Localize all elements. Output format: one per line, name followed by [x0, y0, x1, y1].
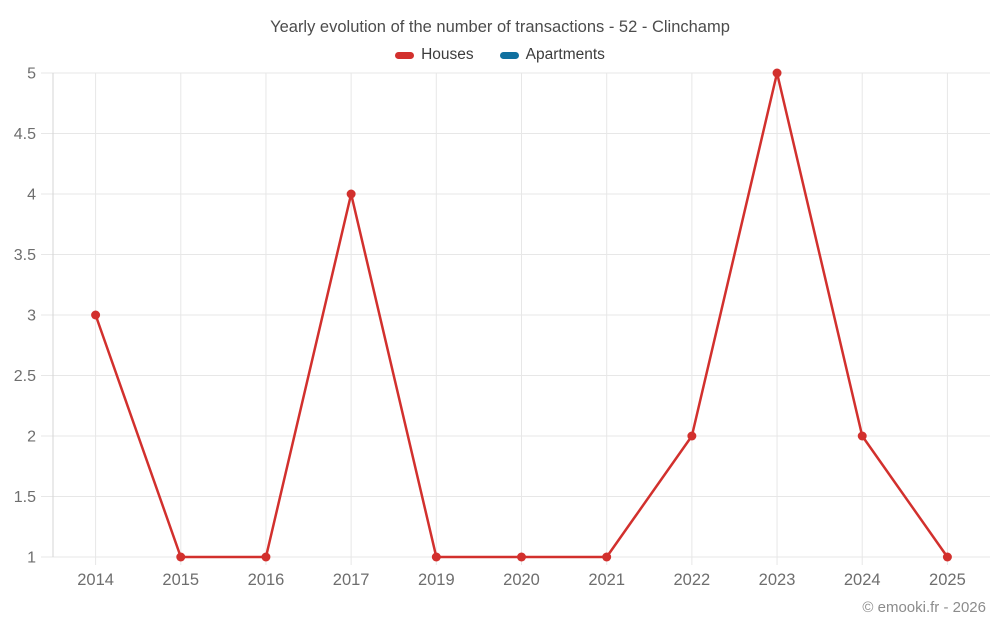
x-axis-tick-label: 2014: [77, 571, 114, 589]
houses-series-swatch-icon: [395, 51, 415, 59]
x-axis-tick-label: 2021: [588, 571, 625, 589]
y-axis-tick-label: 2: [27, 429, 36, 446]
data-point-houses-2022[interactable]: [687, 431, 697, 441]
y-axis-tick-label: 3.5: [14, 247, 36, 264]
data-point-houses-2020[interactable]: [517, 552, 526, 562]
legend-label-apartments: Apartments: [525, 46, 605, 63]
y-axis-tick-label: 5: [27, 66, 36, 83]
data-point-houses-2019[interactable]: [431, 552, 441, 562]
legend-label-houses: Houses: [421, 46, 474, 63]
y-axis-tick-label: 2.5: [14, 368, 36, 385]
legend: Houses Apartments: [0, 46, 1000, 64]
data-point-houses-2017[interactable]: [346, 189, 356, 199]
data-point-houses-2023[interactable]: [772, 68, 782, 78]
y-axis-tick-label: 4.5: [14, 126, 36, 143]
x-axis-tick-label: 2024: [844, 571, 881, 589]
chart-title: Yearly evolution of the number of transa…: [270, 18, 730, 36]
legend-item-houses[interactable]: Houses: [395, 46, 474, 64]
y-axis-tick-label: 4: [27, 187, 36, 204]
data-point-houses-2015[interactable]: [176, 552, 186, 562]
data-point-houses-2024[interactable]: [857, 431, 867, 441]
x-axis-tick-label: 2017: [333, 571, 370, 589]
legend-item-apartments[interactable]: Apartments: [499, 46, 605, 64]
data-point-houses-2016[interactable]: [261, 552, 271, 562]
apartments-series-swatch-icon: [499, 51, 519, 59]
data-point-houses-2021[interactable]: [602, 552, 612, 562]
data-point-houses-2014[interactable]: [91, 310, 101, 320]
x-axis-tick-label: 2025: [929, 571, 966, 589]
copyright-footer: © emooki.fr - 2026: [862, 599, 986, 616]
x-axis-tick-label: 2016: [248, 571, 285, 589]
y-axis-tick-label: 1: [27, 550, 36, 567]
x-axis-tick-label: 2022: [674, 571, 711, 589]
x-axis-tick-label: 2015: [162, 571, 199, 589]
x-axis-tick-label: 2020: [503, 571, 540, 589]
y-axis-tick-label: 1.5: [14, 489, 36, 506]
x-axis-tick-label: 2023: [759, 571, 796, 589]
y-axis-tick-label: 3: [27, 308, 36, 325]
data-point-houses-2025[interactable]: [942, 552, 952, 562]
x-axis-tick-label: 2019: [418, 571, 455, 589]
